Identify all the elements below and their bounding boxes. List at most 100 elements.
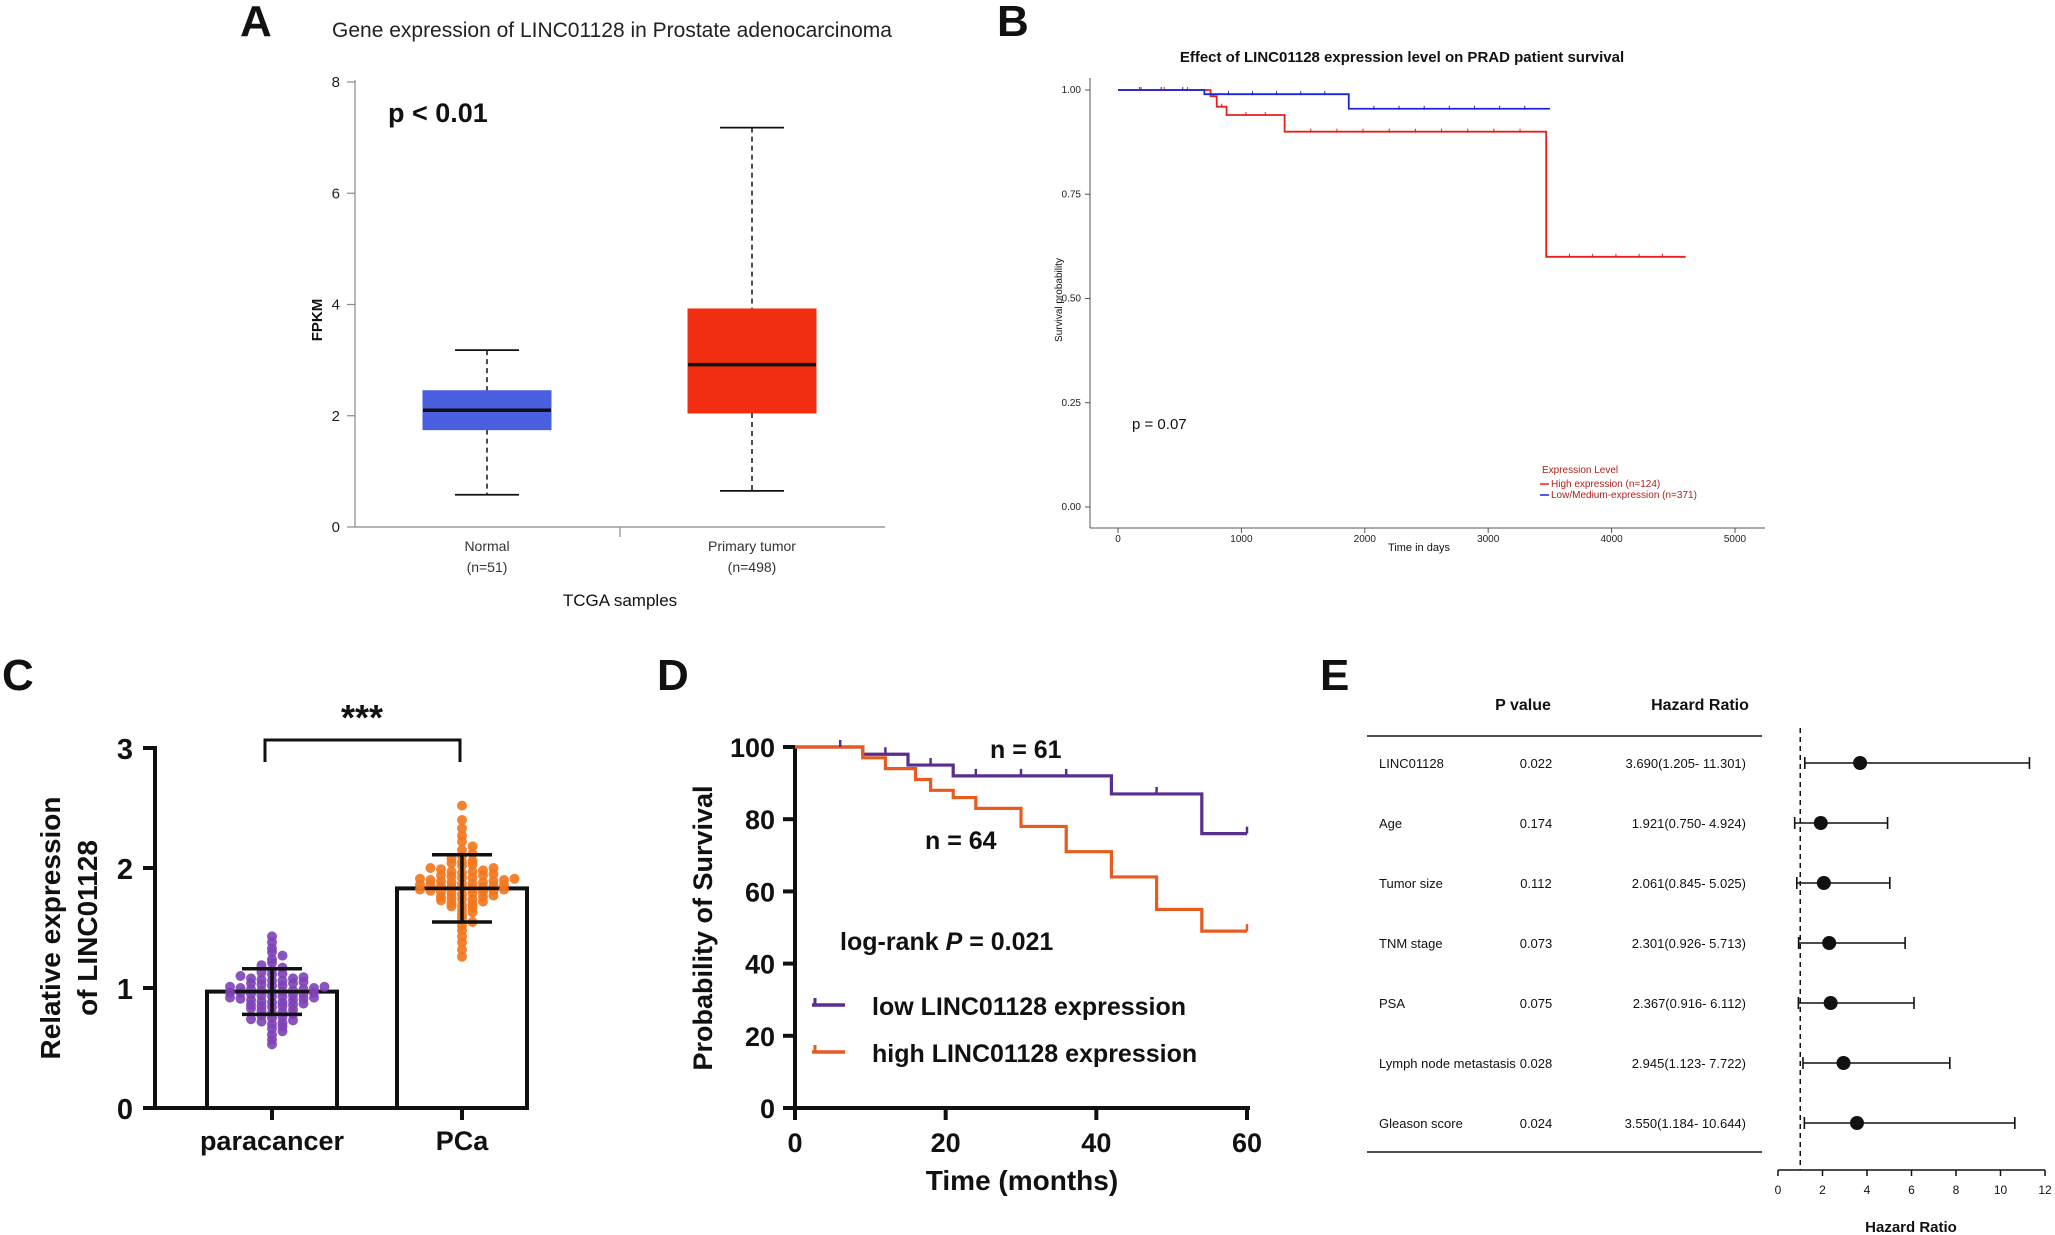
panel-e-hr-point	[1853, 756, 1868, 770]
panel-c-point-PCa	[457, 830, 467, 841]
panel-d-logrank-p: P	[946, 928, 963, 956]
panel-b-survival: Effect of LINC01128 expression level on …	[1054, 49, 1765, 554]
panel-d-ytick-label: 0	[760, 1094, 775, 1124]
panel-d-ytick-label: 100	[730, 733, 775, 763]
panel-e-row-hr: 2.945(1.123- 7.722)	[1632, 1056, 1746, 1071]
panel-d-legend-high: high LINC01128 expression	[872, 1040, 1197, 1068]
panel-e-row-name: PSA	[1379, 996, 1405, 1011]
panel-e-xtick-label: 0	[1775, 1183, 1782, 1197]
panel-c-point-PCa	[457, 845, 467, 855]
panel-a-ylabel: FPKM	[309, 299, 326, 342]
panel-a-xtick-label: Normal	[464, 538, 509, 554]
panel-e-xtick-label: 6	[1908, 1183, 1915, 1197]
panel-d-legend-low: low LINC01128 expression	[872, 993, 1186, 1021]
panel-c-significance: ***	[341, 697, 383, 738]
panel-e-row-name: LINC01128	[1379, 756, 1444, 771]
panel-c-ytick-label: 2	[117, 854, 133, 886]
panel-e-row-p: 0.022	[1520, 756, 1553, 771]
panel-letter-c: C	[2, 651, 34, 700]
panel-b-xtick-label: 1000	[1230, 534, 1253, 545]
panel-e-hr-point	[1813, 816, 1828, 830]
panel-d-ytick-label: 20	[745, 1022, 775, 1052]
panel-c-point-paracancer	[277, 950, 288, 961]
panel-c-point-PCa	[457, 815, 467, 825]
panel-a-xtick-label: Primary tumor	[708, 538, 796, 554]
panel-e-header-p: P value	[1495, 697, 1551, 714]
panel-e-row-hr: 2.301(0.926- 5.713)	[1632, 936, 1746, 951]
panel-e-xlabel: Hazard Ratio	[1865, 1219, 1957, 1235]
panel-c-point-PCa	[467, 855, 478, 866]
panel-b-xtick-label: 4000	[1600, 534, 1623, 545]
panel-b-ylabel: Survival probability	[1054, 258, 1065, 342]
panel-c-point-paracancer	[319, 981, 330, 992]
panel-e-xtick-label: 4	[1864, 1183, 1871, 1197]
panel-d-xtick-label: 60	[1232, 1128, 1262, 1158]
panel-b-ytick-label: 1.00	[1062, 85, 1082, 96]
panel-a-ytick-label: 0	[332, 519, 340, 536]
panel-a-pvalue: p < 0.01	[388, 98, 488, 128]
panel-e-hr-point	[1816, 876, 1831, 890]
panel-d-ytick-label: 40	[745, 950, 775, 980]
panel-d-logrank: log-rank P = 0.021	[840, 928, 1053, 956]
panel-d-ytick-label: 60	[745, 877, 775, 907]
panel-d-logrank-prefix: log-rank	[840, 928, 946, 956]
panel-c-point-paracancer	[309, 983, 319, 993]
panel-c-point-paracancer	[267, 931, 277, 942]
panel-b-xtick-label: 0	[1115, 534, 1121, 545]
panel-c-ylabel-line2: of LINC01128	[72, 840, 103, 1016]
panel-e-row-hr: 3.690(1.205- 11.301)	[1626, 756, 1746, 771]
panel-e-hr-point	[1822, 936, 1837, 950]
panel-c-point-paracancer	[235, 971, 246, 981]
panel-e-row-hr: 2.367(0.916- 6.112)	[1633, 996, 1746, 1011]
panel-c-point-paracancer	[298, 972, 309, 983]
panel-b-xlabel: Time in days	[1388, 542, 1450, 554]
panel-b-ytick-label: 0.25	[1062, 398, 1082, 409]
panel-c-point-paracancer	[256, 974, 267, 985]
panel-a-ytick-label: 8	[332, 74, 340, 91]
panel-c-bar: 0 1 2 3 paracancer PCa *** Relative expressio…	[35, 697, 529, 1156]
panel-d-xlabel: Time (months)	[926, 1165, 1118, 1196]
panel-b-ytick-label: 0.50	[1062, 294, 1082, 305]
panel-b-xtick-label: 3000	[1477, 534, 1500, 545]
panel-d-xtick-label: 0	[787, 1128, 802, 1158]
panel-c-xtick-label: paracancer	[200, 1126, 345, 1156]
panel-letter-d: D	[657, 651, 689, 700]
panel-c-ytick-label: 3	[117, 734, 133, 766]
panel-d-xtick-label: 40	[1081, 1128, 1111, 1158]
panel-d-survival: 0 20 40 60 80 100 0 20 40 60 n = 61 n = 64 log-ra…	[688, 733, 1262, 1196]
panel-e-row-name: Age	[1379, 816, 1402, 831]
panel-letter-a: A	[240, 0, 272, 46]
panel-c-point-PCa	[467, 866, 478, 877]
panel-e-row-hr: 2.061(0.845- 5.025)	[1632, 876, 1746, 891]
panel-c-ytick-label: 1	[117, 974, 133, 1006]
panel-b-title: Effect of LINC01128 expression level on …	[1180, 49, 1624, 66]
panel-e-xtick-label: 10	[1994, 1183, 2008, 1197]
panel-e-row-p: 0.028	[1520, 1056, 1553, 1071]
panel-c-ylabel-line1: Relative expression	[35, 796, 66, 1059]
panel-e-hr-point	[1836, 1056, 1851, 1070]
panel-b-xtick-label: 5000	[1724, 534, 1747, 545]
panel-letter-e: E	[1320, 651, 1349, 700]
panel-letter-b: B	[997, 0, 1029, 46]
panel-e-forest: P value Hazard Ratio LINC01128 0.022 3.690…	[1367, 697, 2052, 1235]
panel-a-ytick-label: 4	[332, 297, 340, 314]
panel-b-ytick-label: 0.00	[1062, 502, 1082, 513]
panel-c-point-paracancer	[246, 973, 256, 984]
panel-a-box-tumor	[687, 308, 817, 414]
panel-b-xtick-label: 2000	[1354, 534, 1377, 545]
panel-c-point-PCa	[425, 875, 436, 885]
panel-c-point-PCa	[436, 864, 446, 875]
panel-e-row-p: 0.174	[1520, 816, 1553, 831]
panel-c-point-PCa	[488, 876, 499, 887]
panel-c-point-PCa	[457, 823, 467, 834]
panel-b-legend-low: Low/Medium-expression (n=371)	[1551, 490, 1697, 501]
panel-a-xlabel: TCGA samples	[563, 591, 677, 610]
panel-d-label-low: n = 61	[990, 736, 1062, 764]
panel-a-ytick-label: 6	[332, 185, 340, 202]
panel-d-ytick-label: 80	[745, 805, 775, 835]
panel-b-legend-high: High expression (n=124)	[1551, 479, 1660, 490]
panel-a-boxplot: Gene expression of LINC01128 in Prostate…	[309, 19, 892, 610]
panel-c-point-PCa	[467, 841, 478, 852]
panel-c-point-paracancer	[225, 981, 235, 992]
